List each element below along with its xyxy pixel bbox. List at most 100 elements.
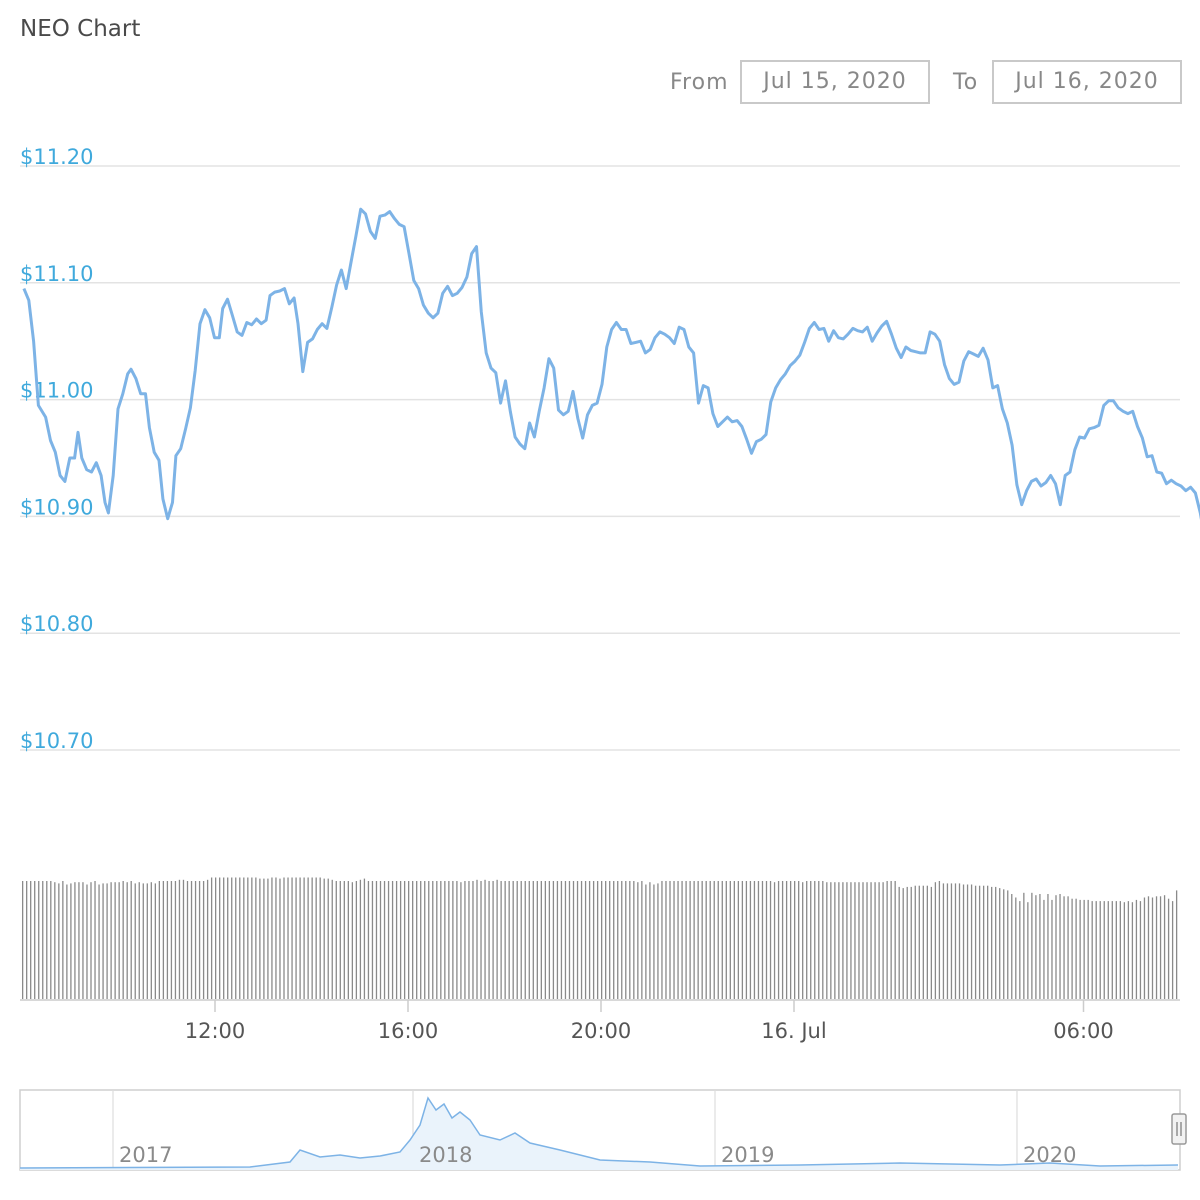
volume-bar — [661, 881, 663, 999]
volume-bar — [657, 883, 659, 999]
volume-bar — [428, 881, 430, 999]
volume-bar — [753, 881, 756, 999]
volume-bar — [58, 883, 60, 999]
volume-bar — [930, 886, 933, 999]
to-date-input[interactable]: Jul 16, 2020 — [992, 60, 1182, 104]
navigator-year-label: 2020 — [1023, 1143, 1076, 1167]
volume-bar — [649, 882, 651, 999]
volume-bar — [202, 881, 205, 999]
volume-bar — [46, 881, 48, 999]
volume-bar — [592, 881, 595, 999]
volume-bar — [1083, 899, 1085, 999]
volume-bar — [1079, 899, 1081, 999]
volume-bar — [1055, 895, 1057, 999]
volume-bar — [291, 877, 293, 999]
volume-bar — [922, 885, 924, 999]
volume-bar — [90, 882, 92, 999]
volume-bar — [102, 883, 104, 999]
volume-bar — [86, 884, 88, 999]
volume-bar — [279, 878, 281, 999]
volume-bar — [926, 885, 928, 999]
from-date-input[interactable]: Jul 15, 2020 — [740, 60, 930, 104]
volume-bar — [375, 881, 378, 999]
volume-bar — [508, 881, 510, 999]
volume-bar — [243, 877, 245, 999]
volume-bar — [685, 881, 687, 999]
y-tick-label: $11.20 — [20, 145, 93, 169]
volume-bar — [70, 883, 72, 999]
volume-bar — [307, 877, 309, 999]
volume-bar — [645, 884, 647, 999]
price-line-group[interactable] — [22, 207, 1200, 677]
volume-bar — [1143, 897, 1146, 999]
volume-bar — [717, 881, 719, 999]
volume-bar — [54, 882, 56, 999]
volume-bar — [713, 881, 715, 999]
volume-bar — [1175, 890, 1178, 999]
volume-bar — [210, 877, 213, 999]
navigator-line — [19, 1096, 1179, 1169]
volume-bar — [898, 886, 900, 999]
volume-bar — [564, 881, 567, 999]
volume-bar — [146, 883, 148, 999]
volume-bar — [733, 881, 735, 999]
navigator-year-labels: 2017 2018 2019 2020 — [119, 1143, 1076, 1167]
volume-bar — [617, 881, 619, 999]
volume-bar — [1155, 896, 1158, 999]
volume-bar — [343, 881, 345, 999]
volume-bar — [283, 877, 285, 999]
volume-bar — [379, 881, 382, 999]
from-label-wrap: From — [670, 60, 729, 104]
volume-bar — [215, 877, 217, 999]
volume-bar — [118, 882, 120, 999]
volume-bar — [154, 883, 156, 999]
volume-bar — [126, 882, 128, 999]
volume-bar — [693, 881, 695, 999]
volume-bar — [1003, 889, 1005, 999]
volume-bar — [798, 881, 800, 999]
volume-bar — [966, 884, 969, 999]
volume-bar — [528, 881, 530, 999]
volume-bar — [227, 877, 229, 999]
navigator-handle-icon[interactable] — [1171, 1113, 1187, 1145]
volume-bar — [653, 884, 655, 999]
volume-bar — [886, 881, 888, 999]
volume-bar — [138, 882, 140, 999]
volume-bar — [391, 881, 394, 999]
volume-bar — [198, 881, 201, 999]
volume-bar — [130, 881, 132, 999]
volume-bar — [239, 877, 241, 999]
volume-bar — [1115, 901, 1117, 999]
volume-bar — [94, 881, 96, 999]
volume-bar — [472, 881, 474, 999]
volume-bar — [114, 882, 116, 999]
volume-bar — [572, 881, 575, 999]
volume-bar — [190, 881, 193, 999]
volume-bar — [552, 881, 555, 999]
navigator-frame — [19, 1089, 1181, 1171]
to-label: To — [953, 69, 979, 95]
volume-bar — [826, 882, 828, 999]
volume-bar — [1027, 902, 1029, 999]
volume-bar — [166, 881, 169, 999]
navigator[interactable]: 2017 2018 2019 2020 — [19, 1089, 1187, 1171]
volume-bar — [765, 881, 768, 999]
y-tick-label: $10.80 — [20, 612, 93, 636]
volume-bar — [954, 883, 957, 999]
volume-bar — [942, 883, 945, 999]
volume-bar — [504, 881, 506, 999]
from-label: From — [670, 69, 729, 95]
volume-bar — [991, 886, 993, 999]
volume-bars — [22, 877, 1178, 999]
volume-bar — [355, 881, 358, 999]
volume-bar — [78, 882, 80, 999]
volume-bar — [464, 881, 466, 999]
volume-bar — [866, 882, 868, 999]
volume-bar — [1023, 892, 1025, 999]
volume-bar — [548, 881, 551, 999]
volume-bar — [311, 877, 313, 999]
volume-bar — [681, 881, 683, 999]
price-line[interactable] — [22, 207, 1200, 677]
volume-bar — [30, 881, 32, 999]
